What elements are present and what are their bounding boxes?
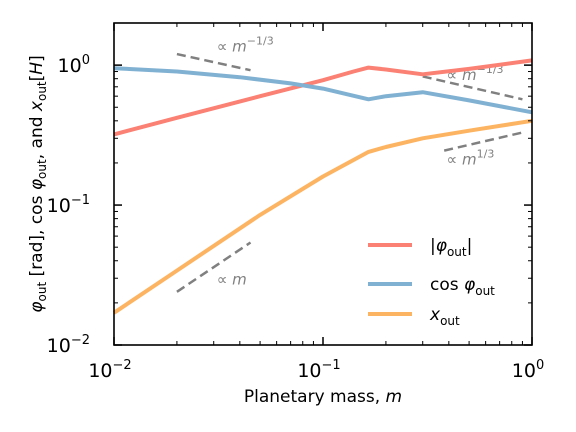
svg-text:φout [rad], cos φout, and xout: φout [rad], cos φout, and xout[H] bbox=[27, 55, 49, 312]
legend-label-1: cos φout bbox=[430, 275, 495, 298]
y-axis-title: φout [rad], cos φout, and xout[H] bbox=[27, 55, 49, 312]
series-line-1 bbox=[113, 66, 533, 115]
series-line-0 bbox=[113, 58, 533, 137]
x-tick-label-1: 10−1 bbox=[297, 358, 340, 382]
y-tick-label-0: 10−2 bbox=[47, 333, 90, 357]
scaling-guide-line-0 bbox=[176, 241, 252, 293]
x-tick-label-2: 100 bbox=[512, 358, 544, 382]
legend-label-2: xout bbox=[429, 305, 460, 328]
legend-label-0: |φout| bbox=[430, 236, 472, 259]
scaling-guide-label-0: ∝ m bbox=[217, 271, 247, 289]
legend: |φout| cos φout xout bbox=[368, 236, 495, 328]
series-line-2 bbox=[112, 118, 533, 315]
scaling-guide-line-1 bbox=[176, 52, 251, 72]
x-tick-label-0: 10−2 bbox=[88, 358, 131, 382]
series-lines bbox=[112, 58, 533, 315]
scaling-guide-label-3: ∝ m1/3 bbox=[447, 147, 495, 168]
y-tick-label-1: 10−1 bbox=[47, 193, 90, 217]
y-tick-label-2: 100 bbox=[58, 53, 90, 77]
scaling-guide-line-2 bbox=[422, 75, 523, 101]
scaling-guide-label-1: ∝ m−1/3 bbox=[217, 35, 274, 56]
x-axis-title: Planetary mass, m bbox=[244, 387, 402, 407]
